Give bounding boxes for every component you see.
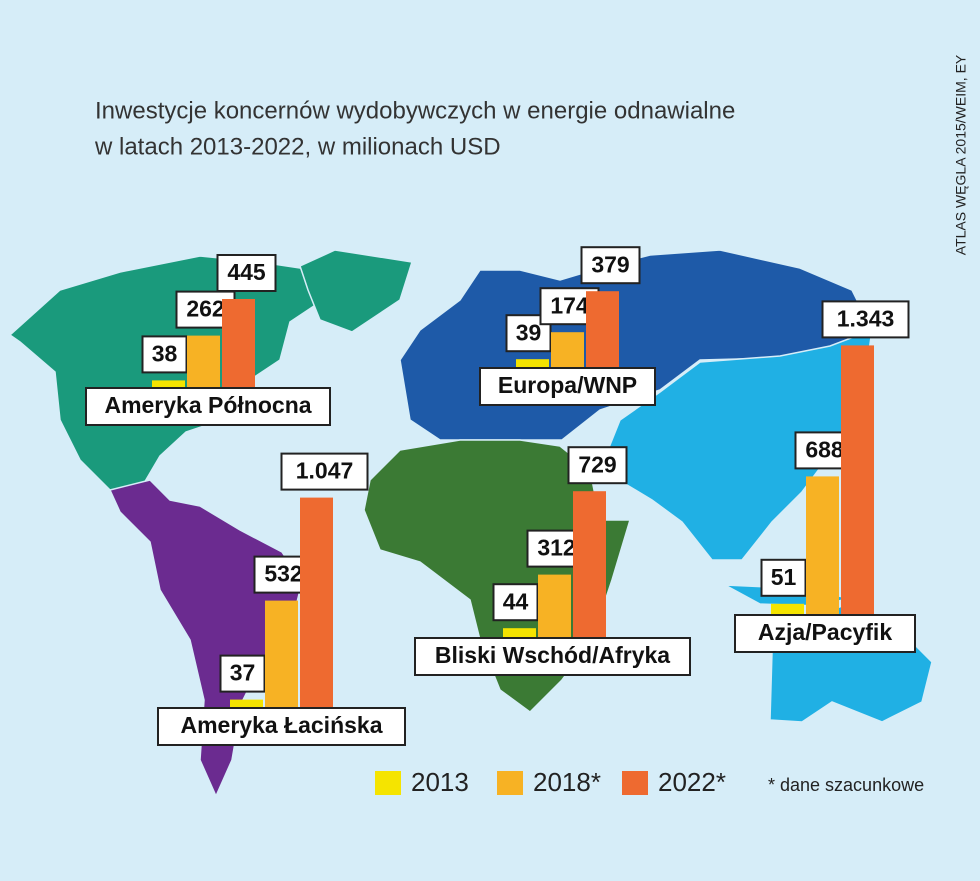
value-label: 1.343 [837,305,895,331]
legend-label: 2022* [658,767,726,797]
legend-label: 2013 [411,767,469,797]
region-box [414,637,691,676]
bar [586,291,619,367]
value-label: 174 [550,292,589,318]
bar [187,335,220,388]
value-box [505,314,552,353]
greenland [299,249,413,333]
bar [551,332,584,367]
legend-swatch [622,771,648,795]
title-line: Inwestycje koncernów wydobywczych w ener… [95,97,735,124]
bar [771,603,804,614]
bar [573,491,606,637]
region-box [479,367,656,406]
region-label: Europa/WNP [498,372,637,398]
region-box [85,387,331,426]
legend-label: 2018* [533,767,601,797]
value-label: 38 [152,340,178,366]
value-label: 445 [227,259,266,285]
bar [538,574,571,637]
value-box [141,335,188,374]
region-label: Bliski Wschód/Afryka [435,642,670,668]
region-box [157,707,406,746]
value-box [760,558,807,597]
bar [230,699,263,707]
bar [503,628,536,637]
value-label: 39 [516,319,542,345]
bar [806,476,839,614]
title-line: w latach 2013-2022, w milionach USD [94,133,501,160]
value-box [219,654,266,693]
value-label: 379 [591,251,629,277]
region-label: Ameryka Północna [104,392,311,418]
region-box [734,614,916,653]
region-label: Ameryka Łacińska [180,712,382,738]
bar [841,345,874,614]
value-label: 729 [578,451,616,477]
bar [265,600,298,707]
value-label: 44 [503,588,529,614]
value-box [492,583,539,622]
source: ATLAS WĘGLA 2015/WEIM, EY [953,54,969,255]
value-box [216,254,277,292]
value-label: 51 [771,564,797,590]
value-label: 312 [537,535,575,561]
value-box [821,300,910,339]
value-label: 37 [230,660,256,686]
region-label: Azja/Pacyfik [758,619,892,645]
value-box [567,446,628,485]
value-label: 688 [805,436,844,462]
value-label: 262 [186,296,224,322]
value-box [280,452,369,491]
legend-swatch [497,771,523,795]
value-label: 532 [264,561,302,587]
bar [516,359,549,367]
value-box [580,246,641,285]
bar [152,380,185,388]
bar [300,497,333,707]
value-label: 1.047 [296,458,354,484]
legend-swatch [375,771,401,795]
bar [222,299,255,388]
note: * dane szacunkowe [768,775,924,795]
